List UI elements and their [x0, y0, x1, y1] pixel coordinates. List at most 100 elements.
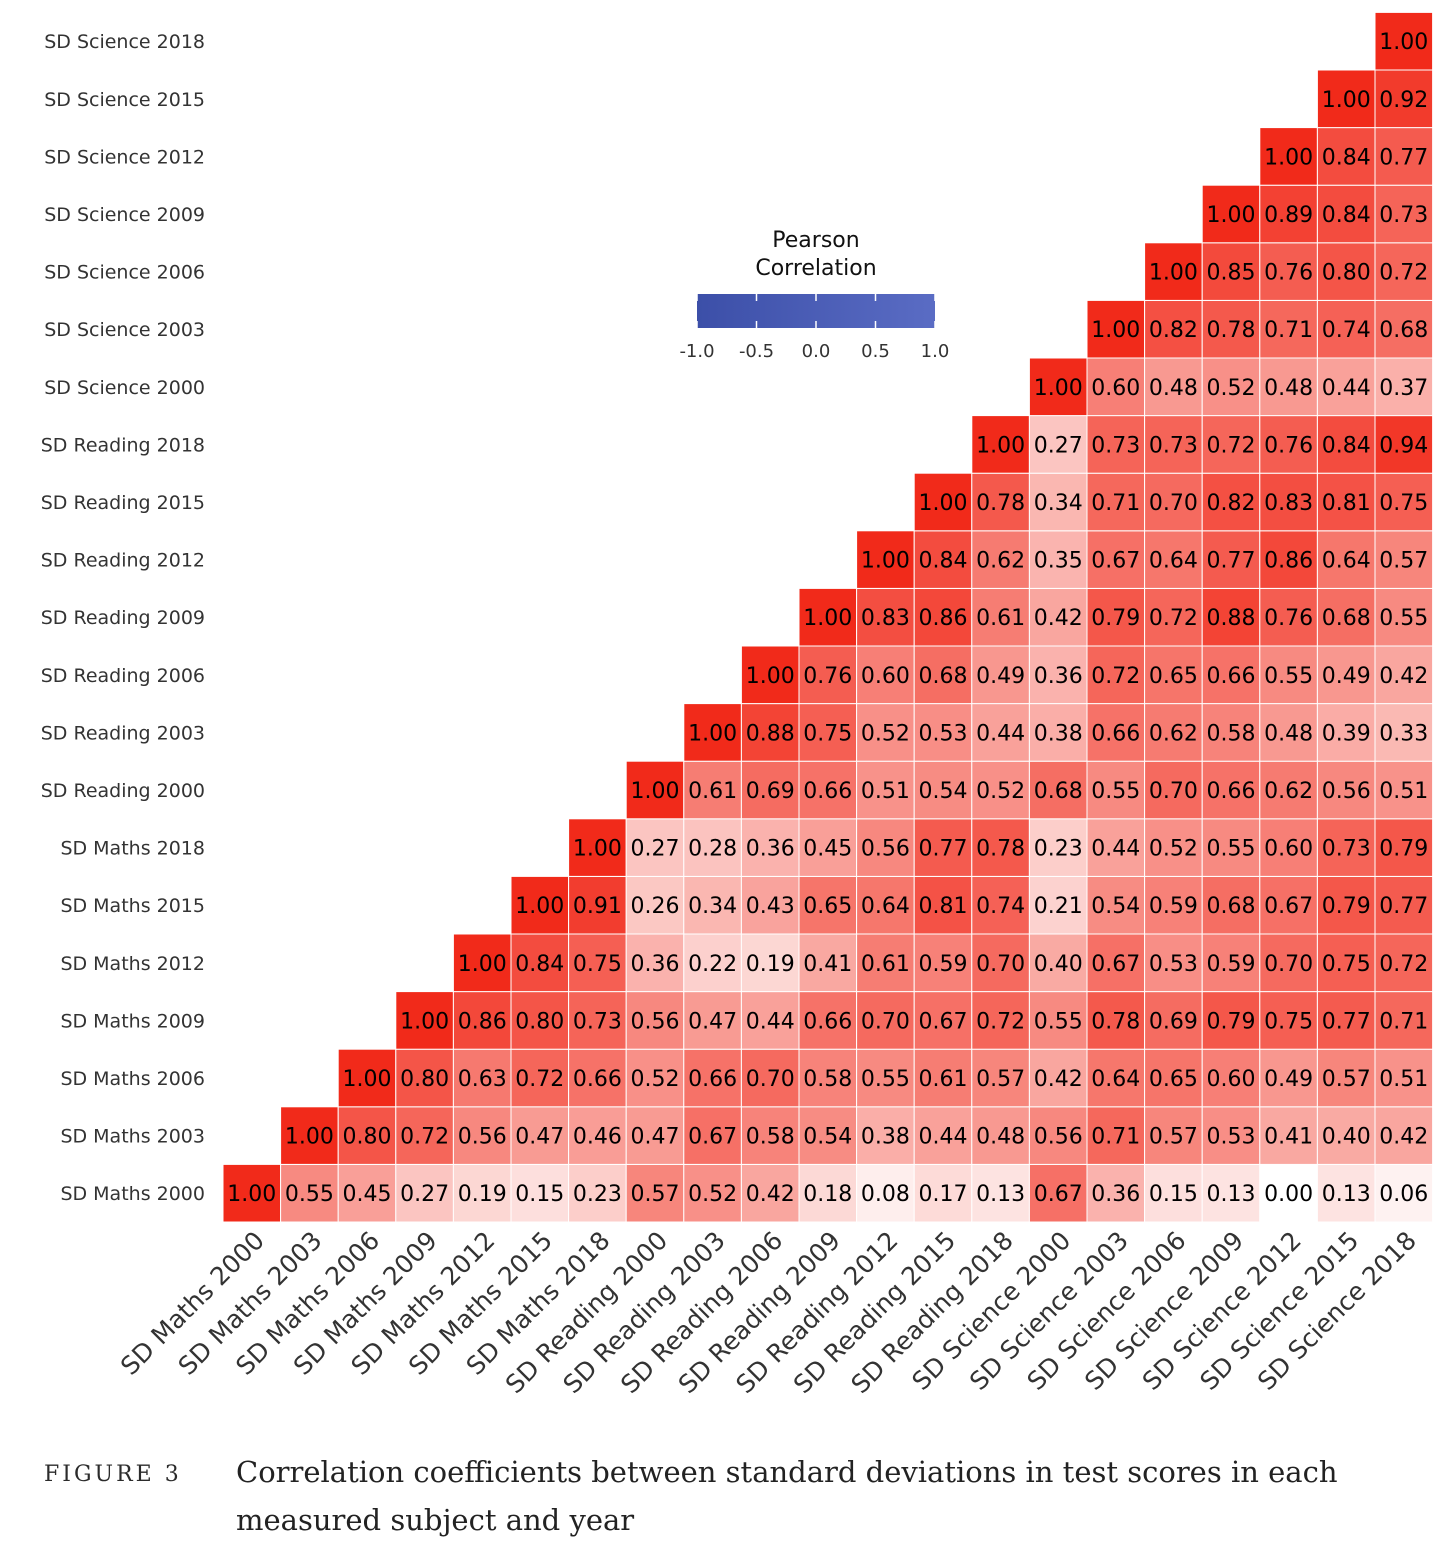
heatmap-cell-value: 0.47 — [515, 1125, 564, 1150]
heatmap-cell — [337, 1106, 397, 1165]
heatmap-cell — [1259, 1163, 1318, 1223]
heatmap-cell — [913, 991, 973, 1050]
heatmap-cell — [1201, 1163, 1261, 1223]
heatmap-cell-value: 1.00 — [285, 1125, 334, 1150]
heatmap-cell — [683, 1163, 742, 1223]
y-axis-label: SD Science 2000 — [44, 377, 205, 399]
y-axis-label: SD Maths 2018 — [60, 838, 205, 860]
heatmap-cell-value: 0.59 — [1207, 952, 1256, 977]
heatmap-cell-value: 0.51 — [1379, 1067, 1428, 1092]
heatmap-cell — [1259, 127, 1318, 186]
heatmap-cell — [337, 1048, 397, 1108]
heatmap-cell — [1374, 127, 1434, 186]
heatmap-cell-value: 0.70 — [746, 1067, 795, 1092]
heatmap-cell-value: 0.55 — [1034, 1009, 1083, 1034]
heatmap-cell-value: 0.19 — [746, 952, 795, 977]
heatmap-cell — [1259, 184, 1318, 244]
heatmap-cell-value: 0.84 — [1322, 203, 1371, 228]
heatmap-cell — [1144, 299, 1203, 359]
heatmap-cell-value: 0.73 — [1379, 203, 1428, 228]
heatmap-cell-value: 0.73 — [1091, 433, 1140, 458]
heatmap-cell — [1259, 299, 1318, 359]
y-axis-label: SD Maths 2000 — [60, 1183, 205, 1205]
heatmap-cell — [913, 472, 973, 532]
heatmap-cell — [740, 818, 800, 877]
heatmap-cell — [452, 1106, 512, 1165]
heatmap-cell-value: 0.88 — [746, 721, 795, 746]
heatmap-cell-value: 0.52 — [1207, 376, 1256, 401]
y-axis-label: SD Science 2009 — [44, 204, 205, 226]
heatmap-cell — [452, 991, 512, 1050]
heatmap-cell — [1086, 299, 1146, 359]
heatmap-cell — [1259, 875, 1318, 935]
heatmap-cell — [1144, 357, 1203, 417]
heatmap-cell-value: 0.65 — [803, 894, 852, 919]
heatmap-cell — [1028, 1106, 1088, 1165]
heatmap-cell — [971, 818, 1030, 877]
heatmap-cell — [1201, 587, 1261, 647]
heatmap-cell-value: 0.33 — [1379, 721, 1428, 746]
heatmap-cell-value: 0.55 — [285, 1182, 334, 1207]
heatmap-cell — [1374, 645, 1434, 705]
heatmap-cell — [740, 1163, 800, 1223]
heatmap-cell — [1374, 875, 1434, 935]
heatmap-cell-value: 0.42 — [746, 1182, 795, 1207]
heatmap-cell-value: 0.55 — [1207, 837, 1256, 862]
heatmap-cell — [1201, 299, 1261, 359]
heatmap-cell — [452, 1163, 512, 1223]
heatmap-cell-value: 1.00 — [746, 664, 795, 689]
heatmap-cell — [1144, 1163, 1203, 1223]
heatmap-cell — [568, 933, 627, 993]
heatmap-cell-value: 0.52 — [688, 1182, 737, 1207]
heatmap-cell-value: 0.54 — [919, 779, 968, 804]
heatmap-cell — [1374, 530, 1434, 589]
y-axis-label: SD Maths 2003 — [60, 1126, 205, 1148]
heatmap-cell-value: 0.70 — [861, 1009, 910, 1034]
legend-title-line-1: Pearson — [772, 228, 859, 253]
y-axis-label: SD Reading 2006 — [41, 665, 205, 687]
heatmap-cell-value: 0.36 — [1034, 664, 1083, 689]
heatmap-cell — [1316, 760, 1376, 820]
heatmap-cell — [856, 991, 915, 1050]
heatmap-cell-value: 0.08 — [861, 1182, 910, 1207]
heatmap-cell — [1374, 587, 1434, 647]
heatmap-cell-value: 0.78 — [976, 837, 1025, 862]
heatmap-cell-value: 0.67 — [688, 1125, 737, 1150]
heatmap-cell-value: 0.36 — [1091, 1182, 1140, 1207]
heatmap-cell-value: 0.52 — [976, 779, 1025, 804]
heatmap-cell — [1028, 1048, 1088, 1108]
heatmap-cell — [1201, 703, 1261, 762]
heatmap-cell-value: 0.00 — [1264, 1182, 1313, 1207]
heatmap-cell-value: 0.58 — [803, 1067, 852, 1092]
heatmap-cell — [1086, 357, 1146, 417]
heatmap-cell-value: 0.23 — [1034, 837, 1083, 862]
heatmap-cells — [222, 11, 1434, 1223]
heatmap-cell-value: 0.66 — [688, 1067, 737, 1092]
heatmap-cell — [1374, 11, 1434, 71]
heatmap-cell-value: 0.81 — [919, 894, 968, 919]
heatmap-cell — [856, 875, 915, 935]
heatmap-cell-value: 0.70 — [1149, 491, 1198, 516]
heatmap-cell-value: 1.00 — [803, 606, 852, 631]
heatmap-cell — [1144, 645, 1203, 705]
heatmap-cell-value: 0.76 — [1264, 433, 1313, 458]
heatmap-cell-labels: 1.00 0.55 0.45 0.27 0.19 0.15 0.23 0.57 0.52 0.42… — [227, 30, 1428, 1207]
heatmap-cell-value: 0.77 — [1379, 894, 1428, 919]
heatmap-cell — [1201, 184, 1261, 244]
heatmap-cell-value: 0.85 — [1207, 261, 1256, 286]
heatmap-cell-value: 0.60 — [861, 664, 910, 689]
heatmap-cell-value: 1.00 — [343, 1067, 392, 1092]
heatmap-cell — [913, 760, 973, 820]
heatmap-cell — [625, 760, 685, 820]
heatmap-cell — [913, 530, 973, 589]
heatmap-cell — [1144, 242, 1203, 301]
heatmap-cell-value: 0.78 — [976, 491, 1025, 516]
heatmap-cell-value: 0.67 — [1091, 549, 1140, 574]
heatmap-cell-value: 0.27 — [631, 837, 680, 862]
heatmap-cell-value: 0.64 — [1322, 549, 1371, 574]
heatmap-cell — [971, 1106, 1030, 1165]
heatmap-cell-value: 0.52 — [631, 1067, 680, 1092]
heatmap-cell — [1374, 299, 1434, 359]
heatmap-cell — [683, 760, 742, 820]
heatmap-cell-value: 0.49 — [1264, 1067, 1313, 1092]
